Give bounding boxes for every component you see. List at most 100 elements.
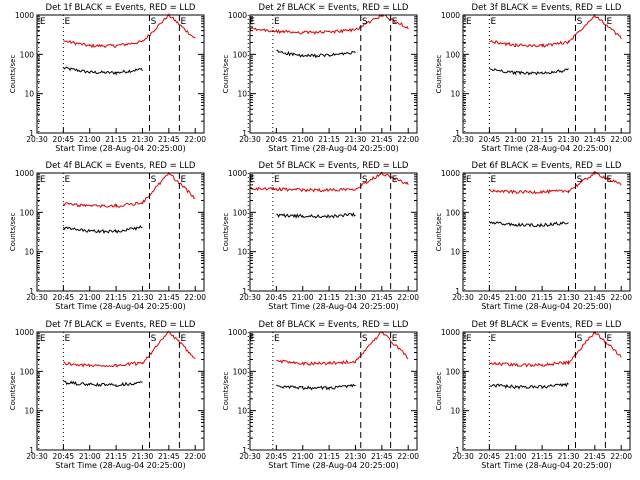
- y-tick-label: 100: [233, 208, 248, 217]
- plot-frame: [36, 14, 205, 134]
- series-line-events: [276, 212, 356, 219]
- series-line-events: [489, 67, 569, 76]
- y-tick-label: 1000: [228, 169, 247, 178]
- y-tick-label: 100: [446, 208, 461, 217]
- plot-frame: [36, 331, 205, 451]
- x-tick-label: 22:00: [610, 293, 632, 302]
- x-tick-label: 21:00: [292, 452, 314, 461]
- marker-label: E: [249, 175, 255, 185]
- plot-frame: [249, 14, 418, 134]
- x-axis-label: Start Time (28-Aug-04 20:25:00): [481, 461, 612, 470]
- marker-label: E: [274, 334, 280, 344]
- y-axis-label: Counts/sec: [222, 372, 230, 411]
- series-line-events: [63, 66, 143, 76]
- x-axis-label: Start Time (28-Aug-04 20:25:00): [268, 144, 399, 153]
- chart-title: Det 7f BLACK = Events, RED = LLD: [46, 320, 196, 330]
- y-axis-label: Counts/sec: [9, 55, 17, 94]
- marker-label: E: [392, 175, 398, 185]
- x-tick-label: 21:45: [158, 135, 180, 144]
- y-tick-label: 10: [450, 90, 460, 99]
- x-tick-label: 22:00: [184, 135, 206, 144]
- chart-title: Det 4f BLACK = Events, RED = LLD: [46, 161, 196, 171]
- x-tick-label: 21:30: [558, 135, 580, 144]
- marker-label: E: [466, 175, 472, 185]
- x-tick-label: 21:00: [505, 293, 527, 302]
- marker-label: S: [362, 175, 368, 185]
- plot-frame: [462, 331, 631, 451]
- y-tick-label: 100: [446, 50, 461, 59]
- x-tick-label: 21:15: [531, 452, 553, 461]
- series-line-lld: [489, 331, 622, 368]
- marker-label: E: [65, 17, 71, 27]
- series-line-events: [276, 383, 356, 391]
- marker-label: S: [151, 334, 157, 344]
- y-tick-label: 1000: [15, 328, 34, 337]
- x-tick-label: 20:45: [53, 135, 75, 144]
- marker-label: S: [151, 175, 157, 185]
- marker-label: E: [40, 17, 46, 27]
- series-line-events: [63, 380, 143, 388]
- marker-label: S: [577, 17, 583, 27]
- marker-label: E: [392, 17, 398, 27]
- x-axis-label: Start Time (28-Aug-04 20:25:00): [268, 302, 399, 311]
- y-tick-label: 1000: [228, 11, 247, 20]
- x-tick-label: 20:45: [479, 135, 501, 144]
- x-tick-label: 20:30: [26, 452, 48, 461]
- x-tick-label: 21:30: [558, 293, 580, 302]
- x-tick-label: 22:00: [184, 293, 206, 302]
- y-tick-label: 1000: [228, 328, 247, 337]
- x-tick-label: 22:00: [610, 452, 632, 461]
- y-tick-label: 10: [450, 248, 460, 257]
- x-tick-label: 21:00: [292, 293, 314, 302]
- y-tick-label: 10: [24, 407, 34, 416]
- x-axis-label: Start Time (28-Aug-04 20:25:00): [55, 302, 186, 311]
- plot-frame: [462, 172, 631, 292]
- x-tick-label: 21:30: [132, 452, 154, 461]
- chart-title: Det 9f BLACK = Events, RED = LLD: [472, 320, 622, 330]
- chart-title: Det 3f BLACK = Events, RED = LLD: [472, 3, 622, 13]
- x-tick-label: 21:45: [158, 452, 180, 461]
- chart-title: Det 5f BLACK = Events, RED = LLD: [259, 161, 409, 171]
- x-tick-label: 21:15: [105, 452, 127, 461]
- x-tick-label: 21:30: [345, 293, 367, 302]
- marker-label: S: [577, 334, 583, 344]
- y-tick-label: 1: [455, 129, 460, 138]
- x-tick-label: 22:00: [610, 135, 632, 144]
- y-tick-label: 1: [29, 129, 34, 138]
- x-tick-label: 20:45: [266, 135, 288, 144]
- y-tick-label: 1000: [441, 328, 460, 337]
- x-tick-label: 20:45: [266, 293, 288, 302]
- y-tick-label: 10: [237, 248, 247, 257]
- chart-panel: Det 5f BLACK = Events, RED = LLD E E S E 1 10 1…: [222, 161, 419, 311]
- marker-label: E: [181, 334, 187, 344]
- x-tick-label: 21:15: [318, 452, 340, 461]
- x-tick-label: 20:30: [452, 293, 474, 302]
- marker-label: E: [466, 334, 472, 344]
- series-line-lld: [489, 170, 622, 195]
- y-tick-label: 1000: [441, 11, 460, 20]
- chart-title: Det 6f BLACK = Events, RED = LLD: [472, 161, 622, 171]
- x-tick-label: 22:00: [397, 452, 419, 461]
- y-tick-label: 1: [29, 446, 34, 455]
- x-tick-label: 21:45: [371, 452, 393, 461]
- plot-frame: [249, 331, 418, 451]
- series-line-lld: [62, 172, 196, 209]
- x-tick-label: 21:15: [531, 293, 553, 302]
- y-tick-label: 1: [242, 129, 247, 138]
- y-tick-label: 1000: [15, 11, 34, 20]
- x-tick-label: 21:15: [318, 135, 340, 144]
- x-axis-label: Start Time (28-Aug-04 20:25:00): [481, 144, 612, 153]
- marker-label: E: [491, 334, 497, 344]
- x-tick-label: 21:45: [584, 293, 606, 302]
- x-tick-label: 21:00: [79, 293, 101, 302]
- series-line-events: [276, 49, 356, 59]
- y-tick-label: 100: [20, 50, 35, 59]
- marker-label: E: [40, 334, 46, 344]
- marker-label: E: [40, 175, 46, 185]
- marker-label: E: [607, 334, 613, 344]
- marker-label: S: [362, 17, 368, 27]
